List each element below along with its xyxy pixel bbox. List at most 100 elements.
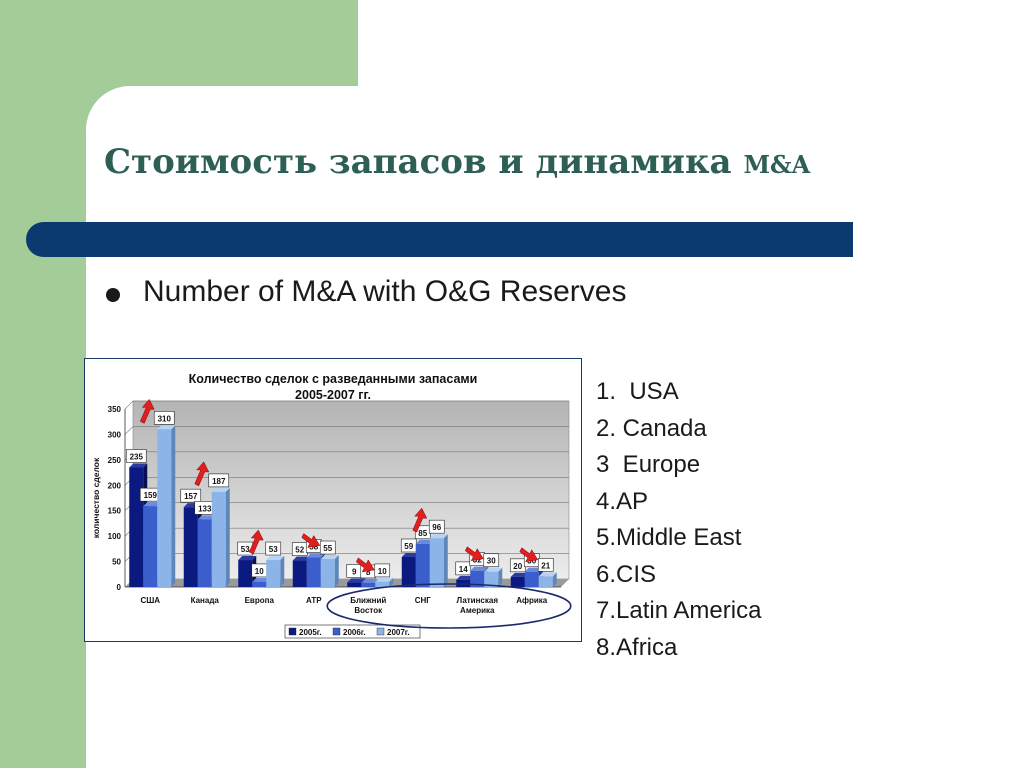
bar [456,579,471,587]
bar [415,543,430,587]
bar-top [320,555,339,560]
legend-label: 2005г. [299,628,322,637]
bar-top [252,577,271,582]
bar-side [498,567,503,587]
data-label: 9 [352,567,357,576]
data-label-box [153,411,175,425]
x-tick-label: Америка [460,606,495,615]
data-label: 310 [158,414,172,423]
data-label: 8 [366,568,371,577]
data-label: 187 [212,477,226,486]
region-list-item: 2. Canada [596,414,707,442]
bar-top [456,575,475,580]
title-band [26,222,853,257]
x-tick-label: Ближний [350,596,386,605]
y-axis-label: количество сделок [91,457,101,538]
y-tick-label: 350 [108,405,122,414]
bar [143,506,158,587]
bar [129,467,144,587]
title-suffix: M&A [743,150,811,179]
bar-side [171,425,176,587]
x-tick-label: Восток [354,606,383,615]
chart-frame: Количество сделок с разведанными запасам… [84,358,582,642]
bar [252,581,267,587]
data-label-box [374,563,391,578]
data-label: 32 [473,556,482,565]
bar [401,556,416,587]
slide-title: Стоимость запасов и динамика M&A [104,142,810,182]
x-tick-label: Африка [516,596,548,605]
data-label: 30 [487,557,496,566]
bar [375,581,390,587]
bar-top [143,502,162,507]
bar-top [347,578,366,583]
bar-top [306,553,325,558]
legend-label: 2006г. [343,628,366,637]
bullet-text: Number of M&A with O&G Reserves [143,275,627,308]
bar-top [429,534,448,539]
y-tick-label: 0 [117,583,122,592]
region-list-item: 3 Europe [596,451,701,478]
bar [306,557,321,587]
bar-side [334,555,339,587]
bar-top [211,487,230,492]
data-label-box [428,519,445,534]
bar-top [538,572,557,577]
legend-swatch [288,627,297,636]
trend-arrow [139,398,155,424]
data-label-box [319,540,336,555]
x-tick-label: АТР [306,596,322,605]
bar [361,582,376,587]
region-list-item: 1. USA [596,378,679,405]
bar-top [510,572,529,577]
bar [484,571,499,587]
data-label-box [455,561,472,576]
data-label: 133 [198,504,212,513]
data-label: 96 [432,523,441,532]
legend-label: 2007г. [387,628,410,637]
bar-top [266,556,285,561]
trend-arrow [301,533,321,548]
legend-swatch [376,627,385,636]
bar [470,570,485,587]
data-label: 55 [323,544,332,553]
trend-arrow [248,529,264,555]
x-tick-label: Латинская [457,596,499,605]
x-tick-label: США [140,596,160,605]
data-label-box [483,553,500,568]
bar [266,560,281,587]
bar [347,582,362,587]
data-label: 157 [184,492,198,501]
trend-arrow [412,507,428,533]
bar [183,507,198,587]
bar-side [443,534,448,587]
data-label-box [537,558,554,572]
data-label: 58 [309,543,318,552]
bar [510,576,525,587]
gridline-side [124,426,134,435]
data-label: 53 [241,545,250,554]
region-list-item: 4.AP [596,487,649,515]
bar [292,560,307,587]
data-label: 52 [295,546,304,555]
data-label: 30 [527,557,536,566]
trend-arrow [464,546,484,562]
region-list: 1. USA 2. Canada 3 Europe 4.AP 5.Middle East… [596,374,761,666]
data-label-box [125,449,147,463]
title-main: Стоимость запасов и динамика [104,142,744,182]
bar [320,559,335,587]
bar-side [225,487,230,587]
bar [238,560,253,587]
bar [429,538,444,587]
data-label: 59 [404,542,413,551]
chart-title: 2005-2007 гг. [295,388,371,402]
bar-top [197,515,216,520]
data-label: 159 [144,491,158,500]
data-label: 85 [418,529,427,538]
region-list-item: 5.Middle East [596,524,742,551]
bar-top [238,556,257,561]
bar-top [157,425,176,430]
trend-arrow [194,461,210,487]
bar-top [375,577,394,582]
bar [524,571,539,587]
